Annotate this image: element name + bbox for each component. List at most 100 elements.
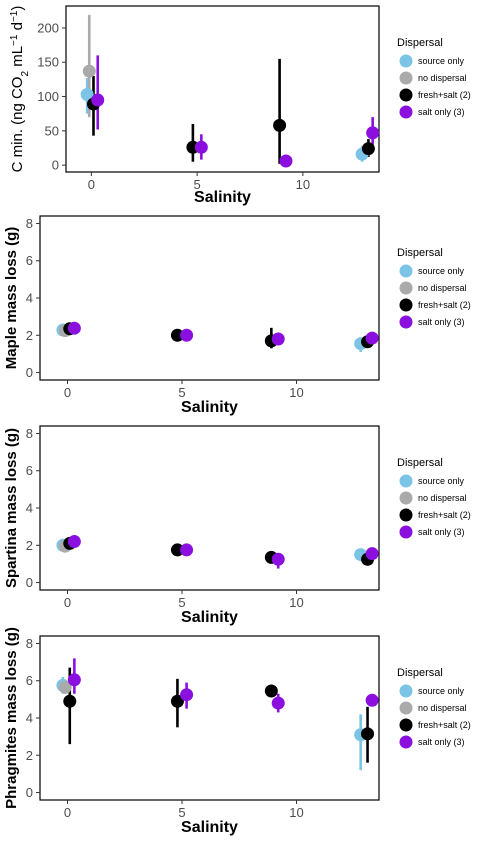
x-axis-label: Salinity bbox=[181, 819, 238, 836]
data-point bbox=[366, 126, 380, 140]
legend-title: Dispersal bbox=[397, 667, 443, 679]
legend-swatch bbox=[399, 525, 413, 539]
panel-maple: 0 5 10 0 2 4 6 8 Salinity Maple mass loss (g) D… bbox=[3, 215, 471, 416]
x-tick-label: 5 bbox=[178, 805, 185, 820]
y-tick-label: 0 bbox=[26, 575, 33, 590]
y-tick-label: 2 bbox=[26, 538, 33, 553]
legend-swatch bbox=[399, 54, 413, 68]
data-point bbox=[271, 332, 285, 346]
x-tick-label: 10 bbox=[289, 385, 303, 400]
legend-label: source only bbox=[418, 266, 465, 276]
legend-swatch bbox=[399, 491, 413, 505]
panel-spartina: 0 5 10 0 2 4 6 8 Salinity Spartina mass loss (g… bbox=[3, 425, 471, 626]
plot-frame bbox=[39, 425, 380, 591]
legend-swatch bbox=[399, 264, 413, 278]
legend-label: fresh+salt (2) bbox=[418, 300, 471, 310]
y-tick-label: 100 bbox=[37, 89, 59, 104]
y-label-mid: mL bbox=[9, 46, 26, 71]
legend-label: source only bbox=[418, 686, 465, 696]
y-label-sup2: −1 bbox=[9, 10, 20, 22]
plot-marks bbox=[56, 321, 379, 353]
legend-label: salt only (3) bbox=[418, 527, 465, 537]
legend-swatch bbox=[399, 735, 413, 749]
y-tick-label: 0 bbox=[26, 365, 33, 380]
legend-swatch bbox=[399, 508, 413, 522]
y-tick-label: 8 bbox=[26, 216, 33, 231]
data-point bbox=[279, 154, 293, 168]
axis-ticks: 0 5 10 0 2 4 6 8 bbox=[26, 426, 304, 610]
data-point bbox=[82, 64, 96, 78]
legend-swatch bbox=[399, 315, 413, 329]
legend-label: salt only (3) bbox=[418, 107, 465, 117]
data-point bbox=[67, 321, 81, 335]
data-point bbox=[273, 118, 287, 132]
data-point bbox=[67, 673, 81, 687]
x-tick-label: 5 bbox=[194, 177, 201, 192]
data-point bbox=[271, 552, 285, 566]
data-point bbox=[361, 142, 375, 156]
legend-label: fresh+salt (2) bbox=[418, 510, 471, 520]
panel-phragmites: 0 5 10 0 2 4 6 8 Salinity Phragmites mass loss … bbox=[3, 627, 471, 836]
legend-swatch bbox=[399, 718, 413, 732]
legend-label: fresh+salt (2) bbox=[418, 90, 471, 100]
legend-title: Dispersal bbox=[397, 457, 443, 469]
data-point bbox=[67, 535, 81, 549]
x-tick-label: 10 bbox=[289, 805, 303, 820]
data-point bbox=[170, 328, 184, 342]
legend: Dispersal source only no dispersal fresh+sa… bbox=[397, 37, 471, 119]
data-point bbox=[365, 547, 379, 561]
x-tick-label: 10 bbox=[296, 177, 310, 192]
data-point bbox=[264, 684, 278, 698]
x-tick-label: 5 bbox=[178, 385, 185, 400]
data-point bbox=[63, 694, 77, 708]
data-point bbox=[170, 694, 184, 708]
y-tick-label: 4 bbox=[26, 501, 33, 516]
y-label-mid2: d bbox=[9, 22, 26, 35]
data-point bbox=[271, 696, 285, 710]
y-tick-label: 2 bbox=[26, 328, 33, 343]
legend-swatch bbox=[399, 701, 413, 715]
legend: Dispersal source only no dispersal fresh+sa… bbox=[397, 667, 471, 749]
data-point bbox=[194, 140, 208, 154]
legend-label: no dispersal bbox=[418, 703, 467, 713]
data-point bbox=[365, 693, 379, 707]
y-tick-label: 0 bbox=[52, 158, 59, 173]
x-tick-label: 0 bbox=[64, 595, 71, 610]
x-tick-label: 10 bbox=[289, 595, 303, 610]
y-tick-label: 0 bbox=[26, 785, 33, 800]
x-axis-label: Salinity bbox=[181, 609, 238, 626]
y-axis-label: Phragmites mass loss (g) bbox=[3, 627, 20, 809]
axis-ticks: 0 5 10 0 2 4 6 8 bbox=[26, 216, 304, 400]
legend: Dispersal source only no dispersal fresh+sa… bbox=[397, 457, 471, 539]
data-point bbox=[58, 680, 72, 694]
legend-title: Dispersal bbox=[397, 247, 443, 259]
x-axis-label: Salinity bbox=[181, 399, 238, 416]
y-tick-label: 2 bbox=[26, 748, 33, 763]
plot-marks bbox=[56, 658, 379, 771]
x-tick-label: 0 bbox=[88, 177, 95, 192]
y-tick-label: 50 bbox=[45, 123, 59, 138]
x-axis-label: Salinity bbox=[194, 189, 251, 206]
legend-label: source only bbox=[418, 56, 465, 66]
x-tick-label: 0 bbox=[64, 805, 71, 820]
y-tick-label: 200 bbox=[37, 20, 59, 35]
x-tick-label: 5 bbox=[178, 595, 185, 610]
plot-frame bbox=[39, 635, 380, 801]
data-point bbox=[180, 543, 194, 557]
data-point bbox=[91, 93, 105, 107]
y-axis-label: Spartina mass loss (g) bbox=[3, 428, 20, 588]
legend-swatch bbox=[399, 71, 413, 85]
y-tick-label: 6 bbox=[26, 463, 33, 478]
legend-label: salt only (3) bbox=[418, 317, 465, 327]
legend-label: source only bbox=[418, 476, 465, 486]
y-tick-label: 4 bbox=[26, 291, 33, 306]
legend-swatch bbox=[399, 474, 413, 488]
y-label-sup1: −1 bbox=[9, 34, 20, 46]
y-label-sub: 2 bbox=[20, 71, 31, 77]
data-point bbox=[170, 543, 184, 557]
y-label-suffix: ) bbox=[9, 6, 26, 11]
data-point bbox=[180, 688, 194, 702]
